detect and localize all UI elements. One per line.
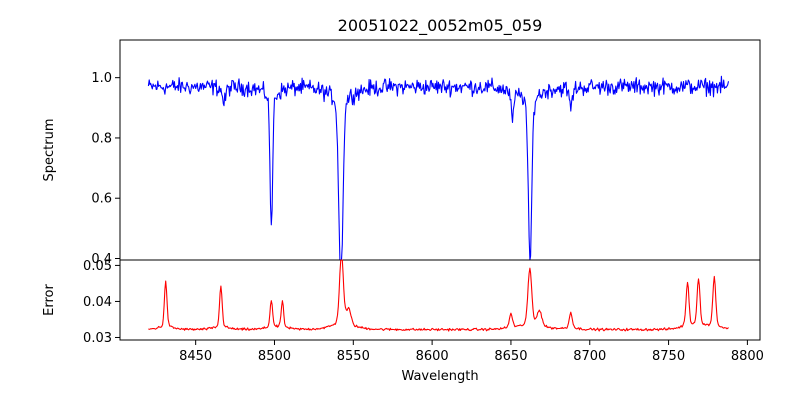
spectrum-y-tick-label: 0.6 bbox=[91, 192, 112, 207]
spectrum-y-ticks: 0.4 0.6 0.8 1.0 bbox=[91, 71, 120, 267]
error-series-line bbox=[148, 259, 729, 332]
error-y-tick-label: 0.05 bbox=[83, 259, 112, 274]
spectrum-y-tick-label: 1.0 bbox=[91, 71, 112, 86]
x-tick-label: 8800 bbox=[731, 349, 764, 364]
chart-title: 20051022_0052m05_059 bbox=[338, 16, 543, 36]
error-y-tick-label: 0.04 bbox=[83, 295, 112, 310]
x-tick-label: 8700 bbox=[573, 349, 606, 364]
spectrum-series-line bbox=[147, 75, 730, 261]
spectrum-y-tick-label: 0.8 bbox=[91, 131, 112, 146]
spectrum-y-tick-label: 0.4 bbox=[91, 252, 112, 267]
x-tick-label: 8650 bbox=[494, 349, 527, 364]
error-y-ticks: 0.03 0.04 0.05 bbox=[83, 259, 120, 346]
x-tick-label: 8500 bbox=[258, 349, 291, 364]
x-axis-label: Wavelength bbox=[401, 369, 478, 384]
error-plot-frame bbox=[119, 259, 761, 341]
spectrum-plot-frame bbox=[119, 39, 761, 261]
x-tick-label: 8450 bbox=[179, 349, 212, 364]
error-panel: 0.03 0.04 0.05 8450 8500 8550 8600 8650 8700 875… bbox=[42, 259, 764, 384]
error-x-ticks: 8450 8500 8550 8600 8650 8700 8750 8800 bbox=[179, 340, 764, 364]
spectrum-y-axis-label: Spectrum bbox=[42, 119, 57, 182]
error-y-tick-label: 0.03 bbox=[83, 331, 112, 346]
x-tick-label: 8750 bbox=[652, 349, 685, 364]
x-tick-label: 8550 bbox=[337, 349, 370, 364]
x-tick-label: 8600 bbox=[416, 349, 449, 364]
error-y-axis-label: Error bbox=[42, 284, 57, 316]
spectrum-panel: 0.4 0.6 0.8 1.0 Spectrum bbox=[42, 39, 761, 267]
